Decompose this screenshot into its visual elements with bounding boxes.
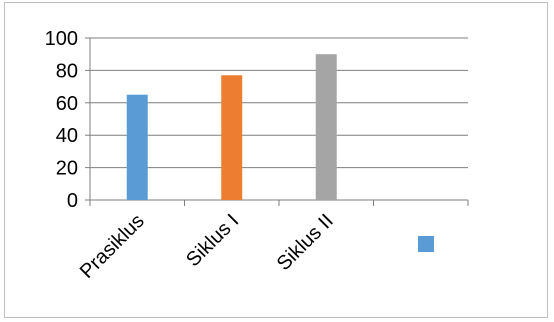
bar-siklus-i [221, 75, 243, 200]
x-tick-label: Prasiklus [76, 210, 149, 283]
y-tick-label: 0 [67, 190, 78, 212]
chart-container [4, 2, 548, 318]
x-tick-label: Siklus I [182, 210, 243, 271]
y-tick-label: 60 [56, 93, 78, 115]
bars [126, 54, 337, 201]
y-tick-label: 100 [45, 28, 78, 50]
y-tick-label: 40 [56, 125, 78, 147]
y-tick-labels: 0 20 40 60 80 100 [45, 28, 78, 212]
legend [418, 236, 434, 252]
axes [85, 37, 469, 206]
gridlines [90, 37, 468, 169]
bar-prasiklus [126, 94, 148, 200]
y-tick-label: 80 [56, 60, 78, 82]
x-tick-label: Siklus II [273, 210, 338, 275]
legend-swatch [418, 236, 434, 252]
x-tick-labels: Prasiklus Siklus I Siklus II [76, 210, 338, 283]
bar-siklus-ii [315, 54, 337, 201]
y-tick-label: 20 [56, 158, 78, 180]
